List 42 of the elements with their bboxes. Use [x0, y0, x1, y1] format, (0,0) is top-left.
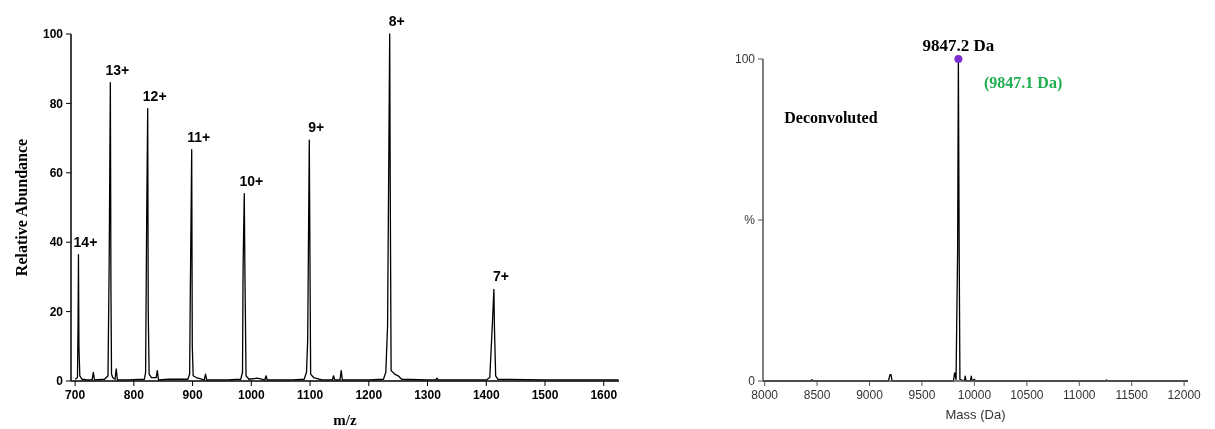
annotation: 9+ — [308, 119, 325, 136]
annotation: Deconvoluted — [784, 109, 878, 127]
annotation: 12+ — [142, 87, 167, 104]
annotation: 10+ — [239, 172, 264, 189]
x-tick-label: 12000 — [1167, 388, 1202, 402]
x-axis-title: Mass (Da) — [945, 407, 1006, 422]
x-tick-label: 1300 — [414, 388, 442, 402]
x-tick-label: 1100 — [297, 388, 324, 402]
x-tick-label: 10500 — [1010, 388, 1044, 402]
y-tick-label: 60 — [49, 166, 64, 180]
annotation: 9847.2 Da — [922, 36, 995, 55]
annotation: 14+ — [73, 233, 98, 250]
x-tick-label: 1600 — [590, 388, 618, 402]
annotation: 7+ — [492, 268, 509, 285]
x-tick-label: 11500 — [1115, 388, 1149, 402]
x-tick-label: 1200 — [355, 388, 383, 402]
x-tick-label: 9000 — [856, 388, 884, 402]
x-tick-label: 1500 — [531, 388, 559, 402]
x-axis-title: m/z — [333, 412, 357, 428]
x-tick-label: 10000 — [957, 388, 992, 402]
x-tick-label: 9500 — [908, 388, 936, 402]
x-tick-label: 1400 — [472, 388, 500, 402]
x-tick-label: 900 — [182, 388, 203, 402]
y-tick-label: % — [744, 213, 756, 228]
y-axis-title: Relative Abundance — [13, 138, 30, 277]
y-tick-label: 100 — [42, 27, 64, 42]
y-tick-label: 0 — [748, 374, 756, 389]
x-tick-label: 800 — [123, 388, 145, 402]
y-tick-label: 40 — [49, 235, 64, 250]
x-tick-label: 11000 — [1063, 388, 1096, 402]
y-tick-label: 20 — [49, 304, 64, 319]
annotation: (9847.1 Da) — [984, 73, 1063, 92]
x-tick-label: 1000 — [237, 388, 265, 402]
y-tick-label: 100 — [734, 52, 756, 67]
annotation: 8+ — [388, 13, 405, 29]
x-tick-label: 8500 — [803, 388, 831, 402]
y-tick-label: 80 — [49, 96, 64, 111]
x-tick-label: 700 — [65, 388, 86, 402]
x-tick-label: 8000 — [751, 388, 779, 402]
annotation: 11+ — [187, 128, 211, 145]
y-tick-label: 0 — [56, 374, 64, 389]
annotation: 13+ — [105, 61, 130, 78]
